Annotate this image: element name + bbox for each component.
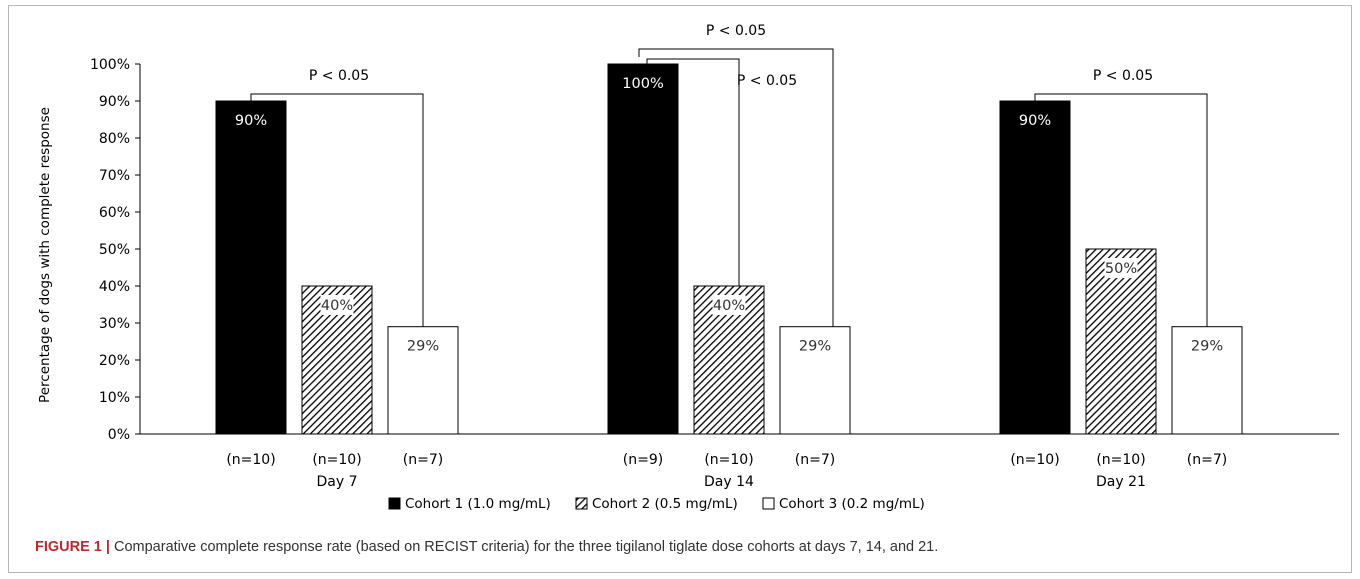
sample-size-label: (n=7) — [1187, 452, 1227, 468]
y-tick-label: 10% — [99, 390, 130, 406]
y-tick-label: 60% — [99, 205, 130, 221]
bar-cohort-1-day-2 — [999, 100, 1071, 435]
significance-bracket — [250, 93, 424, 327]
category-label: Day 14 — [704, 474, 754, 490]
legend-swatch — [575, 497, 588, 510]
bar-value-label: 90% — [1019, 113, 1051, 129]
sample-size-label: (n=10) — [704, 452, 753, 468]
y-axis-label: Percentage of dogs with complete respons… — [37, 107, 53, 403]
bar-cohort-3-day-0 — [387, 326, 459, 435]
significance-bracket — [646, 58, 740, 286]
bar-cohort-2-day-2 — [1085, 248, 1157, 435]
y-tick-label: 70% — [99, 168, 130, 184]
bar-cohort-3-day-2 — [1171, 326, 1243, 435]
category-label: Day 7 — [316, 474, 357, 490]
y-tick-label: 80% — [99, 131, 130, 147]
bar-cohort-3-day-1 — [779, 326, 851, 435]
significance-bracket — [638, 48, 834, 327]
legend-label: Cohort 2 (0.5 mg/mL) — [592, 496, 738, 512]
figure-caption-tag: FIGURE 1 | — [35, 539, 110, 555]
bar-chart: Percentage of dogs with complete respons… — [37, 23, 1339, 512]
bar-label-background — [320, 295, 354, 315]
bar-value-labels: 90% 100% 90% 40% 40% 50% 29% 29% 29% — [235, 76, 1223, 355]
legend-swatch — [762, 497, 775, 510]
sample-size-label: (n=7) — [795, 452, 835, 468]
significance-label: P < 0.05 — [309, 68, 369, 84]
significance-label: P < 0.05 — [737, 73, 797, 89]
bar-value-label: 40% — [713, 298, 745, 314]
figure-caption-text: Comparative complete response rate (base… — [109, 539, 939, 555]
bar-cohort-1-day-0 — [215, 100, 287, 435]
bar-cohort-1-day-1 — [607, 63, 679, 435]
significance-label: P < 0.05 — [1093, 68, 1153, 84]
bar-value-label: 40% — [321, 298, 353, 314]
legend-label: Cohort 3 (0.2 mg/mL) — [779, 496, 925, 512]
category-labels: Day 7 Day 14 Day 21 — [316, 474, 1145, 490]
bars — [215, 63, 1243, 435]
bar-label-background — [712, 295, 746, 315]
figure-caption: FIGURE 1 | Comparative complete response… — [35, 539, 1335, 555]
y-tick-label: 40% — [99, 279, 130, 295]
y-tick-label: 90% — [99, 94, 130, 110]
sample-size-label: (n=9) — [623, 452, 663, 468]
y-tick-label: 50% — [99, 242, 130, 258]
legend-label: Cohort 1 (1.0 mg/mL) — [405, 496, 551, 512]
legend: Cohort 1 (1.0 mg/mL) Cohort 2 (0.5 mg/mL)… — [388, 496, 925, 512]
bar-value-label: 29% — [407, 339, 439, 355]
sample-size-label: (n=10) — [1096, 452, 1145, 468]
bar-value-label: 50% — [1105, 261, 1137, 277]
sample-size-label: (n=10) — [312, 452, 361, 468]
sample-size-labels: (n=10) (n=9) (n=10) (n=10) (n=10) (n=10) (n=7)… — [226, 452, 1227, 468]
bar-value-label: 29% — [1191, 339, 1223, 355]
bar-label-background — [1104, 258, 1138, 278]
sample-size-label: (n=10) — [226, 452, 275, 468]
category-label: Day 21 — [1096, 474, 1146, 490]
y-tick-label: 30% — [99, 316, 130, 332]
significance-bracket — [1034, 93, 1208, 327]
sample-size-label: (n=10) — [1010, 452, 1059, 468]
y-tick-label: 100% — [90, 57, 130, 73]
y-axis: 0% 10% 20% 30% 40% 50% 60% 70% 80% 90% 100% — [90, 57, 141, 443]
y-tick-label: 20% — [99, 353, 130, 369]
bar-value-label: 100% — [622, 76, 663, 92]
y-tick-label: 0% — [108, 427, 130, 443]
bar-value-label: 29% — [799, 339, 831, 355]
significance-brackets: P < 0.05 P < 0.05 P < 0.05 P < 0.05 — [250, 23, 1208, 327]
bar-value-label: 90% — [235, 113, 267, 129]
sample-size-label: (n=7) — [403, 452, 443, 468]
legend-swatch — [388, 497, 401, 510]
significance-label: P < 0.05 — [706, 23, 766, 39]
figure-panel: Percentage of dogs with complete respons… — [8, 5, 1352, 573]
